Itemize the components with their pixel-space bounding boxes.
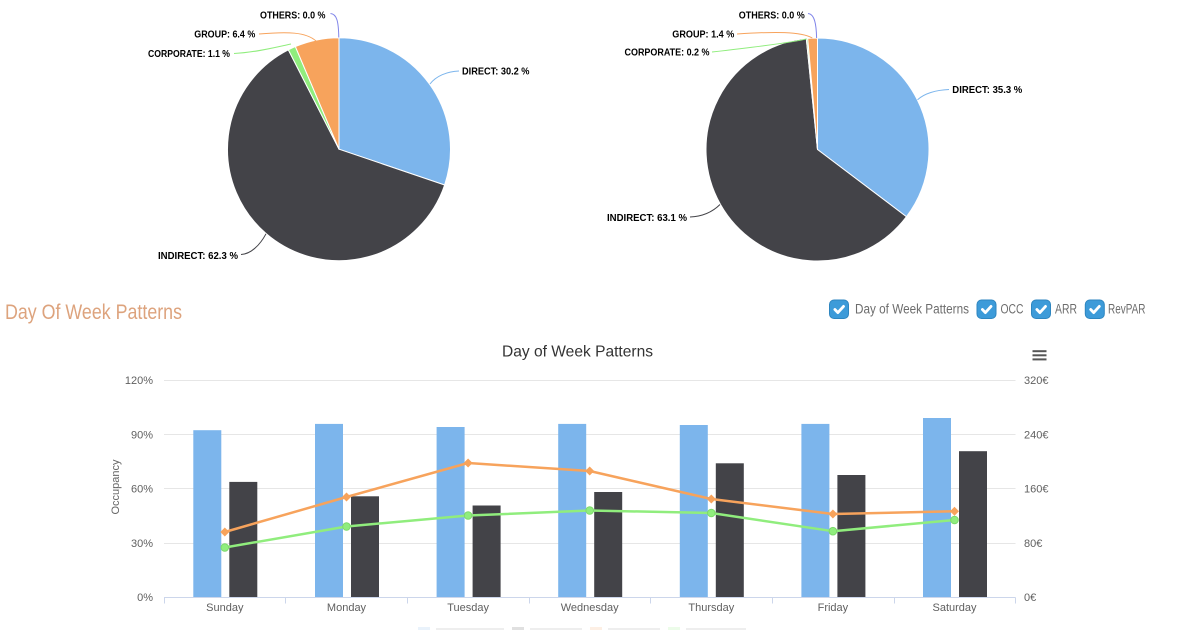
svg-text:RevPAR: RevPAR [1108,302,1146,317]
svg-text:Sunday: Sunday [206,602,244,614]
svg-text:CORPORATE: 1.1 %: CORPORATE: 1.1 % [148,48,231,60]
svg-text:Saturday: Saturday [932,602,977,614]
svg-text:Friday: Friday [818,602,849,614]
svg-text:Tuesday: Tuesday [447,602,489,614]
svg-text:ARR: ARR [1055,302,1077,317]
svg-text:0€: 0€ [1024,592,1036,604]
svg-text:OTHERS: 0.0 %: OTHERS: 0.0 % [260,9,326,21]
svg-text:INDIRECT: 63.1 %: INDIRECT: 63.1 % [607,212,688,224]
svg-text:120%: 120% [125,375,153,387]
svg-text:320€: 320€ [1024,375,1048,387]
svg-text:DIRECT: 30.2 %: DIRECT: 30.2 % [462,65,530,77]
svg-text:GROUP: 1.4 %: GROUP: 1.4 % [672,28,735,40]
svg-text:60%: 60% [131,484,153,496]
svg-text:Day of Week Patterns: Day of Week Patterns [502,344,653,361]
svg-text:90%: 90% [131,430,153,442]
svg-text:Wednesday: Wednesday [561,602,619,614]
svg-text:Monday: Monday [327,602,367,614]
svg-text:CORPORATE: 0.2 %: CORPORATE: 0.2 % [625,46,711,58]
svg-text:OTHERS: 0.0 %: OTHERS: 0.0 % [739,9,806,21]
svg-text:30%: 30% [131,538,153,550]
svg-text:160€: 160€ [1024,484,1048,496]
svg-text:80€: 80€ [1024,538,1042,550]
svg-text:Occupancy: Occupancy [110,459,122,515]
svg-text:Day Of Week Patterns: Day Of Week Patterns [5,301,182,324]
svg-text:OCC: OCC [1001,302,1024,317]
svg-text:GROUP: 6.4 %: GROUP: 6.4 % [194,29,256,41]
svg-text:DIRECT: 35.3 %: DIRECT: 35.3 % [952,84,1023,96]
svg-text:Day of Week Patterns: Day of Week Patterns [855,302,969,317]
svg-text:INDIRECT: 62.3 %: INDIRECT: 62.3 % [158,250,239,262]
svg-text:240€: 240€ [1024,430,1048,442]
svg-text:Thursday: Thursday [688,602,734,614]
svg-text:0%: 0% [137,592,153,604]
